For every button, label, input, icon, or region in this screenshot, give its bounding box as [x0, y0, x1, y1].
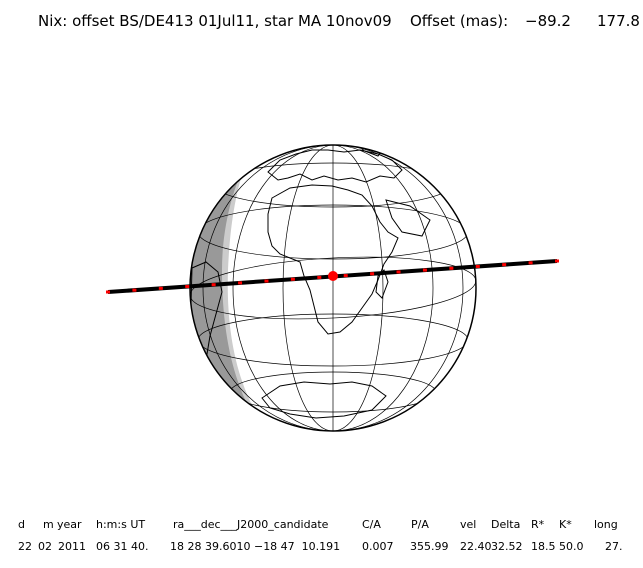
table-header-cell: year — [57, 518, 82, 531]
table-header-cell: C/A — [362, 518, 381, 531]
time-mark — [449, 266, 454, 270]
table-value-cell: 32.52 — [491, 540, 523, 553]
table-value-cell: 02 — [38, 540, 52, 553]
time-mark — [238, 281, 243, 285]
table-header-cell: d — [18, 518, 25, 531]
table-header-cell: R* — [531, 518, 545, 531]
time-mark — [317, 275, 322, 279]
table-header-cell: long — [594, 518, 618, 531]
table-header-cell: ra___dec___J2000_candidate — [173, 518, 329, 531]
table-value-cell: 18 28 39.6010 −18 47 10.191 — [170, 540, 341, 553]
table-value-cell: 0.007 — [362, 540, 394, 553]
table-value-cell: 355.99 — [410, 540, 449, 553]
time-mark — [290, 277, 295, 281]
europe-outline — [267, 149, 403, 183]
time-mark — [555, 259, 559, 263]
table-value-cell: 22 — [18, 540, 32, 553]
time-mark — [422, 268, 427, 272]
time-mark — [185, 285, 190, 289]
table-header-cell: m — [43, 518, 54, 531]
table-header-cell: P/A — [411, 518, 429, 531]
table-header-cell: Delta — [491, 518, 521, 531]
offset-label: Offset (mas): — [410, 12, 509, 30]
time-mark — [343, 274, 348, 278]
table-header-cell: vel — [460, 518, 477, 531]
time-mark — [158, 286, 163, 290]
globe-surface — [190, 145, 476, 431]
table-value-cell: 18.5 — [531, 540, 556, 553]
table-value-cell: 06 31 40. — [96, 540, 149, 553]
antarctica-outline — [261, 381, 387, 419]
time-mark — [264, 279, 269, 283]
event-point-marker — [328, 271, 338, 281]
time-mark — [370, 272, 375, 276]
shadow-path-time-marks — [106, 259, 559, 294]
time-mark — [396, 270, 401, 274]
time-mark — [106, 290, 110, 294]
time-mark — [211, 283, 216, 287]
plot-title: Nix: offset BS/DE413 01Jul11, star MA 10… — [38, 12, 392, 30]
offset-x-value: −89.2 — [525, 12, 571, 30]
time-mark — [475, 264, 480, 268]
arabia-outline — [385, 199, 431, 237]
table-value-cell: 50.0 — [559, 540, 584, 553]
table-value-cell: 27. — [605, 540, 623, 553]
table-header-cell: K* — [559, 518, 572, 531]
table-header-cell: h:m:s UT — [96, 518, 146, 531]
time-mark — [132, 288, 137, 292]
time-mark — [502, 263, 507, 267]
madagascar-outline — [375, 269, 389, 299]
table-value-cell: 2011 — [58, 540, 86, 553]
time-mark — [528, 261, 533, 265]
offset-y-value: 177.8 — [597, 12, 640, 30]
africa-outline — [267, 184, 399, 335]
table-value-cell: 22.40 — [460, 540, 492, 553]
